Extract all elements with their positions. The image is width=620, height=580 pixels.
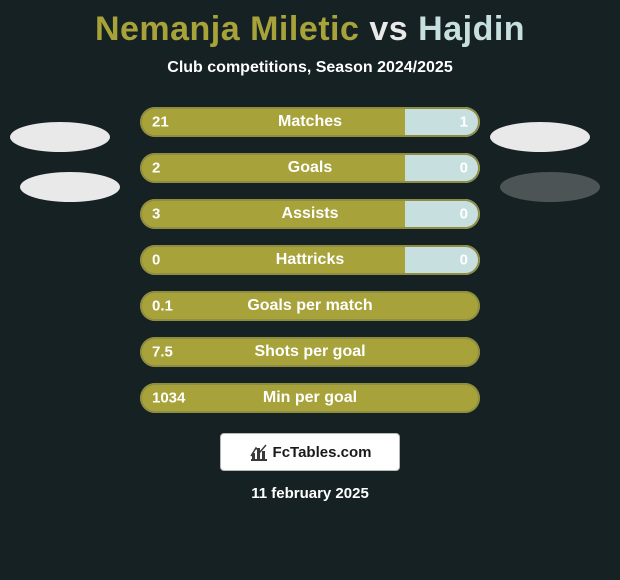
stat-value-p2: 0	[460, 206, 468, 223]
side-ellipse	[500, 172, 600, 202]
footer-brand-box: FcTables.com	[220, 433, 400, 471]
bar-segment-p2	[405, 199, 480, 229]
stat-bar: Min per goal 1034	[140, 383, 480, 413]
subtitle: Club competitions, Season 2024/2025	[167, 59, 452, 77]
footer-brand-text: FcTables.com	[273, 444, 372, 461]
bars-column: Matches211Goals20Assists30Hattricks00Goa…	[0, 107, 620, 413]
bar-segment-p1	[140, 153, 405, 183]
stat-value-p1: 7.5	[152, 344, 173, 361]
stat-value-p1: 3	[152, 206, 160, 223]
stat-value-p2: 0	[460, 252, 468, 269]
stat-label: Shots per goal	[254, 343, 365, 361]
bar-segment-p1	[140, 199, 405, 229]
stat-label: Min per goal	[263, 389, 357, 407]
stat-value-p1: 1034	[152, 390, 185, 407]
bar-segment-p2	[405, 245, 480, 275]
side-ellipse	[490, 122, 590, 152]
stat-value-p2: 0	[460, 160, 468, 177]
container: Nemanja Miletic vs Hajdin Club competiti…	[0, 0, 620, 580]
stat-label: Assists	[282, 205, 339, 223]
side-ellipse	[10, 122, 110, 152]
stat-bar: Goals 2 0	[140, 153, 480, 183]
chart-area: Matches211Goals20Assists30Hattricks00Goa…	[0, 107, 620, 413]
stat-bar: Assists 3 0	[140, 199, 480, 229]
page-title: Nemanja Miletic vs Hajdin	[95, 10, 525, 49]
stat-label: Goals per match	[247, 297, 372, 315]
bar-segment-p2	[405, 107, 480, 137]
stat-bar: Shots per goal 7.5	[140, 337, 480, 367]
stat-bar: Hattricks 0 0	[140, 245, 480, 275]
stat-bar: Matches 21 1	[140, 107, 480, 137]
bar-segment-p2	[405, 153, 480, 183]
bar-segment-p1	[140, 245, 405, 275]
stat-label: Hattricks	[276, 251, 344, 269]
stat-value-p1: 0	[152, 252, 160, 269]
side-ellipse	[20, 172, 120, 202]
title-vs: vs	[369, 10, 408, 48]
stat-label: Goals	[288, 159, 332, 177]
title-player2: Hajdin	[418, 10, 525, 48]
stat-label: Matches	[278, 113, 342, 131]
title-player1: Nemanja Miletic	[95, 10, 359, 48]
stat-value-p1: 21	[152, 114, 169, 131]
chart-icon	[249, 442, 269, 462]
stat-value-p2: 1	[460, 114, 468, 131]
bar-segment-p1	[140, 107, 405, 137]
stat-value-p1: 0.1	[152, 298, 173, 315]
stat-bar: Goals per match 0.1	[140, 291, 480, 321]
stat-value-p1: 2	[152, 160, 160, 177]
footer-date: 11 february 2025	[251, 485, 369, 502]
